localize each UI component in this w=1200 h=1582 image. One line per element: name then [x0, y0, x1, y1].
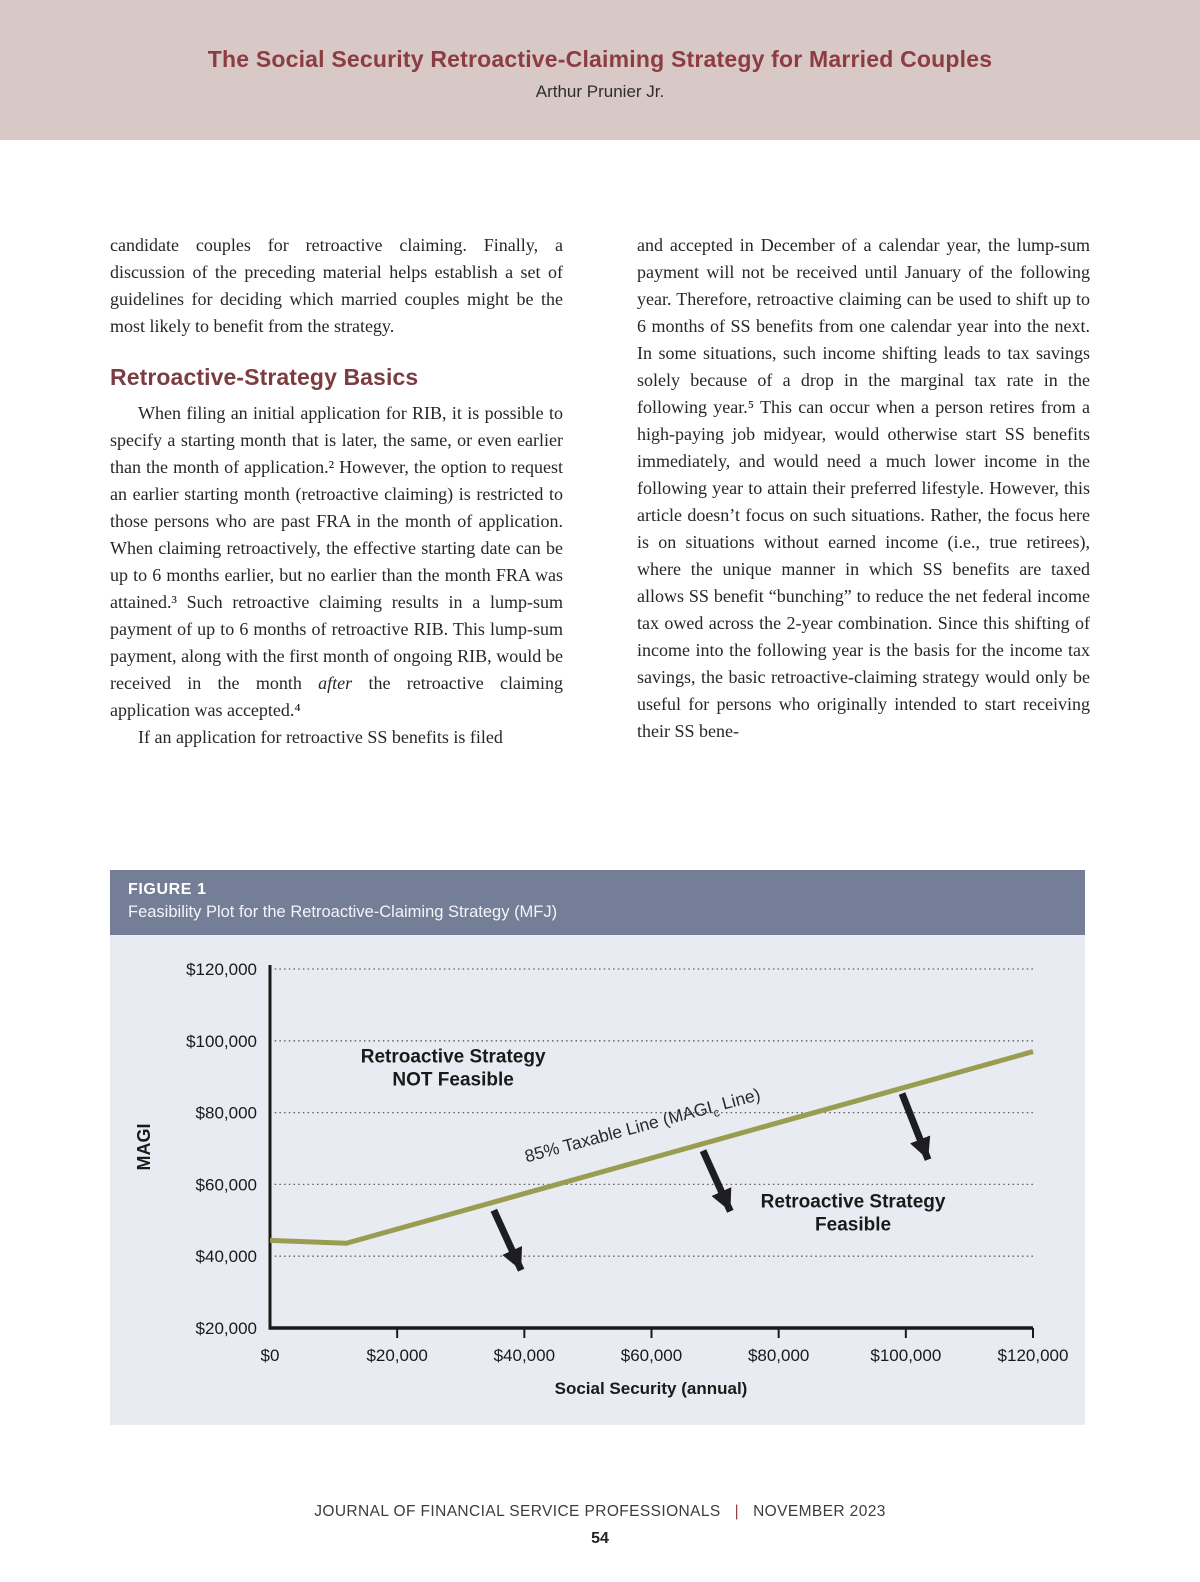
region-annotation: NOT Feasible: [392, 1069, 513, 1090]
figure-caption: Feasibility Plot for the Retroactive-Cla…: [128, 903, 558, 921]
feasibility-arrow: [898, 1092, 932, 1161]
y-tick-label: $40,000: [196, 1247, 257, 1266]
y-tick-label: $20,000: [196, 1319, 257, 1338]
feasibility-arrow: [699, 1149, 734, 1213]
paragraph-basics: When filing an initial application for R…: [110, 400, 563, 724]
figure-1: FIGURE 1 Feasibility Plot for the Retroa…: [110, 870, 1085, 1425]
taxable-line-label-pre: 85% Taxable Line (MAGI: [522, 1097, 714, 1166]
figure-header: FIGURE 1 Feasibility Plot for the Retroa…: [110, 870, 1085, 935]
chart-generated-layer: $20,000 $40,000 $60,000 $80,000 $100,000 $120…: [186, 960, 1068, 1365]
x-tick-label: $80,000: [748, 1346, 809, 1365]
journal-name: JOURNAL OF FINANCIAL SERVICE PROFESSIONA…: [314, 1503, 721, 1520]
author-name: Arthur Prunier Jr.: [535, 82, 665, 101]
taxable-line-label-subscript: c: [712, 1105, 721, 1120]
page-number: 54: [591, 1530, 609, 1547]
taxable-line-label-post: Line): [715, 1084, 762, 1115]
x-tick-label: $60,000: [621, 1346, 682, 1365]
journal-line: JOURNAL OF FINANCIAL SERVICE PROFESSIONA…: [0, 1503, 1200, 1521]
paragraph-continuation: If an application for retroactive SS ben…: [138, 727, 503, 747]
taxable-line-label: 85% Taxable Line (MAGIc Line): [522, 1084, 763, 1170]
left-column: candidate couples for retroactive claimi…: [110, 232, 563, 810]
figure-label: FIGURE 1: [128, 881, 207, 898]
y-tick-label: $80,000: [196, 1104, 257, 1123]
y-tick-label: $120,000: [186, 960, 257, 979]
x-tick-label: $100,000: [870, 1346, 941, 1365]
footer-separator: |: [734, 1503, 740, 1520]
region-annotation: Retroactive Strategy: [361, 1046, 546, 1067]
page-title: The Social Security Retroactive-Claiming…: [207, 46, 993, 72]
paragraph-intro: candidate couples for retroactive claimi…: [110, 235, 563, 336]
x-tick-label: $0: [261, 1346, 280, 1365]
x-axis-title: Social Security (annual): [555, 1379, 748, 1398]
paragraph-basics-part-a: When filing an initial application for R…: [110, 403, 563, 693]
magi-line: [269, 1049, 1034, 1246]
y-axis-title: MAGI: [134, 1124, 154, 1171]
x-tick-label: $40,000: [494, 1346, 555, 1365]
article-body: candidate couples for retroactive claimi…: [110, 232, 1090, 810]
masthead: The Social Security Retroactive-Claiming…: [0, 0, 1200, 140]
issue-date: NOVEMBER 2023: [753, 1503, 886, 1520]
paragraph-right: and accepted in December of a calendar y…: [637, 235, 1090, 741]
x-tick-label: $20,000: [366, 1346, 427, 1365]
right-column: and accepted in December of a calendar y…: [637, 232, 1090, 810]
feasibility-arrow: [490, 1208, 525, 1272]
section-heading: Retroactive-Strategy Basics: [110, 364, 419, 390]
region-annotation: Retroactive Strategy: [761, 1192, 946, 1213]
region-annotation: Feasible: [815, 1215, 891, 1236]
y-tick-label: $100,000: [186, 1032, 257, 1051]
feasibility-chart: $20,000 $40,000 $60,000 $80,000 $100,000 $120…: [134, 960, 1068, 1398]
x-tick-label: $120,000: [998, 1346, 1069, 1365]
paragraph-basics-italic-word: after: [318, 673, 353, 693]
paragraph-basics-part-b: the retroactive claiming application was…: [110, 673, 564, 720]
y-tick-label: $60,000: [196, 1175, 257, 1194]
figure-body: $20,000 $40,000 $60,000 $80,000 $100,000 $120…: [110, 935, 1085, 1425]
page-footer: JOURNAL OF FINANCIAL SERVICE PROFESSIONA…: [0, 1503, 1200, 1548]
